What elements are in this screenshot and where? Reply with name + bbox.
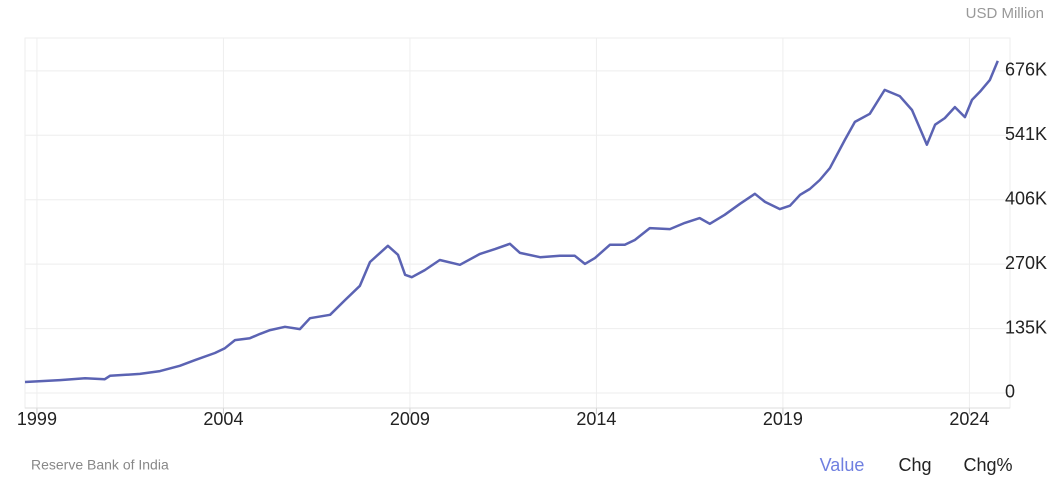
unit-label: USD Million — [966, 5, 1044, 22]
y-tick-label: 541K — [1005, 124, 1047, 144]
x-tick-label: 2004 — [203, 409, 243, 429]
y-tick-label: 270K — [1005, 253, 1047, 273]
chg-button[interactable]: Chg — [898, 455, 931, 475]
y-tick-label: 406K — [1005, 188, 1047, 208]
y-tick-label: 135K — [1005, 317, 1047, 337]
x-tick-label: 1999 — [17, 409, 57, 429]
x-tick-label: 2014 — [576, 409, 616, 429]
value-button[interactable]: Value — [820, 455, 865, 475]
plot-frame — [24, 37, 1011, 409]
y-tick-label: 676K — [1005, 60, 1047, 80]
x-tick-label: 2024 — [949, 409, 989, 429]
x-tick-label: 2019 — [763, 409, 803, 429]
x-tick-label: 2009 — [390, 409, 430, 429]
y-tick-label: 0 — [1005, 382, 1015, 402]
data-line — [24, 60, 999, 384]
chg-pct-button[interactable]: Chg% — [963, 455, 1012, 475]
source: Reserve Bank of India — [31, 457, 169, 473]
